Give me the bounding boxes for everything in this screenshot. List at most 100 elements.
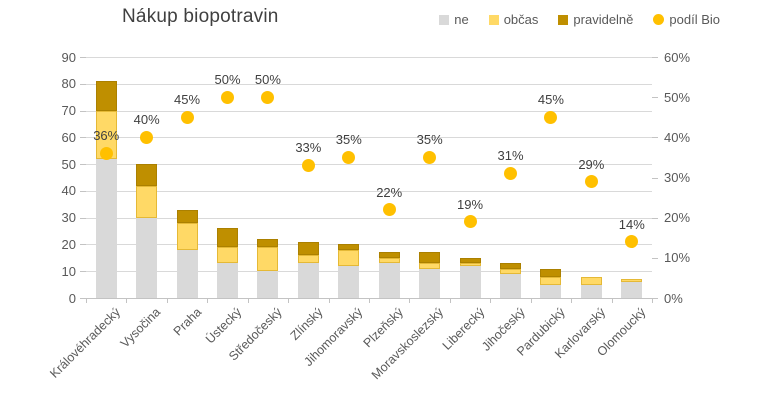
category-tick [490,298,492,303]
legend-label: pravidelně [573,12,634,27]
scatter-point [140,130,154,144]
bar-segment-občas [136,185,158,218]
left-axis-tick-label: 30 [61,210,76,226]
bar-segment-občas [378,257,400,264]
legend-marker-square-icon [488,14,499,25]
right-axis-tick-label: 20% [664,210,691,226]
right-axis-tick [652,57,658,58]
bar-segment-ne [621,281,643,298]
category-label: Moravskoslezský [369,305,447,383]
left-axis-tick-label: 80 [61,76,76,92]
right-axis-tick-label: 40% [664,129,691,145]
scatter-point [221,90,234,104]
category-tick [288,298,290,303]
category-tick [86,298,87,303]
scatter-data-label: 35% [335,132,362,148]
bar-segment-pravidelně [378,252,400,258]
left-axis-tick-label: 70 [61,103,76,119]
left-axis-tick-label: 90 [61,49,76,65]
left-axis-tick [80,57,86,58]
legend-label: občas [503,12,539,27]
category-label: Praha [170,305,204,339]
left-axis-tick-label: 60 [61,129,76,145]
category-tick [207,298,209,303]
scatter-point [544,110,558,124]
chart-title: Nákup biopotravin [122,6,279,27]
bar-segment-pravidelně [95,81,117,111]
gridline [86,244,652,246]
right-axis-tick [652,298,658,299]
legend-item-3: podíl Bio [653,12,720,27]
bar-segment-ne [217,263,238,298]
gridline [86,83,652,85]
scatter-point [382,203,396,217]
scatter-point [99,146,113,160]
scatter-data-label: 35% [416,132,443,148]
scatter-data-label: 50% [254,72,281,88]
scatter-point [584,175,598,189]
bar-segment-ne [257,271,279,298]
category-tick [166,298,168,303]
bar-segment-ne [95,158,117,298]
right-axis-tick-label: 0% [664,290,683,306]
bar-segment-ne [176,249,198,298]
scatter-point [342,150,356,164]
bar-segment-občas [459,263,481,266]
bar-segment-pravidelně [136,164,158,186]
scatter-point [625,235,639,249]
category-tick [449,298,451,303]
right-axis-tick-label: 10% [664,250,691,266]
left-axis-tick [80,83,86,85]
bar-segment-pravidelně [500,263,521,269]
scatter-data-label: 19% [457,196,484,212]
gridline [86,57,652,58]
scatter-data-label: 31% [497,148,524,164]
scatter-point [180,110,194,124]
scatter-data-label: 45% [537,92,564,108]
left-axis-tick [80,137,86,139]
scatter-data-label: 45% [174,92,201,108]
bar-segment-občas [176,223,198,250]
bar-segment-občas [297,255,319,264]
scatter-data-label: 29% [578,156,605,172]
category-tick [611,298,613,303]
bar-segment-občas [257,247,279,272]
category-tick [328,298,330,303]
bar-segment-občas [419,263,441,269]
legend-item-2: pravidelně [558,12,633,27]
category-tick [652,298,653,303]
category-label: Královéhradecký [47,305,124,381]
category-tick [247,298,249,303]
bar-segment-ne [580,284,602,298]
category-tick [530,298,532,303]
bar-segment-pravidelně [419,252,441,264]
category-tick [126,298,128,303]
scatter-data-label: 14% [618,216,645,232]
right-axis-tick-label: 50% [664,89,691,105]
bar-segment-ne [540,284,562,298]
left-axis-tick [80,190,86,192]
bar-segment-pravidelně [459,257,481,264]
bar-segment-ne [297,263,319,298]
category-label: Zlínský [287,305,326,343]
right-axis-tick [652,217,658,219]
gridline [86,137,652,139]
category-tick [409,298,411,303]
bar-segment-pravidelně [540,268,562,277]
left-axis-tick [80,217,86,219]
scatter-point [423,150,437,164]
bar-segment-pravidelně [338,244,360,250]
scatter-data-label: 36% [93,128,120,144]
gridline [86,190,652,192]
right-axis-tick [652,97,658,99]
legend: ne občas pravidelně podíl Bio [439,12,720,27]
category-tick [369,298,370,303]
right-axis-tick [652,177,658,179]
left-axis-tick [80,110,86,112]
left-axis-tick-label: 50 [61,156,76,172]
right-axis-tick-label: 60% [664,49,691,65]
bar-segment-pravidelně [297,241,319,256]
left-axis-tick-label: 0 [68,290,76,306]
left-axis-tick [80,298,86,299]
